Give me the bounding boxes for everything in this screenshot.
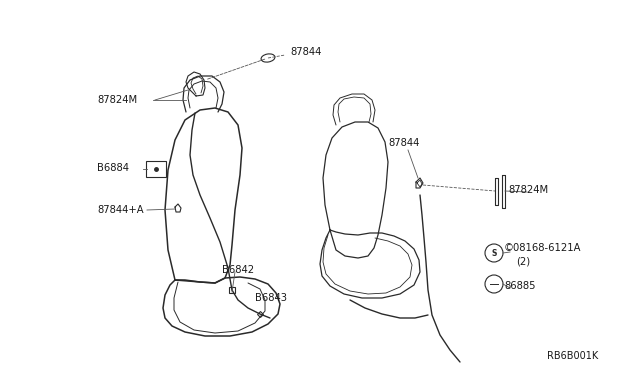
Text: B6884: B6884 bbox=[97, 163, 129, 173]
Text: (2): (2) bbox=[516, 257, 530, 267]
Text: RB6B001K: RB6B001K bbox=[547, 351, 598, 361]
Text: 86885: 86885 bbox=[504, 281, 536, 291]
Text: ©08168-6121A: ©08168-6121A bbox=[504, 243, 582, 253]
Text: 87824M: 87824M bbox=[97, 95, 137, 105]
Text: B6842: B6842 bbox=[222, 265, 254, 275]
Text: 87844: 87844 bbox=[388, 138, 419, 148]
Text: 87844+A: 87844+A bbox=[97, 205, 143, 215]
Text: S: S bbox=[492, 248, 497, 257]
Text: 87844: 87844 bbox=[290, 47, 321, 57]
Text: B6843: B6843 bbox=[255, 293, 287, 303]
Text: 87824M: 87824M bbox=[508, 185, 548, 195]
